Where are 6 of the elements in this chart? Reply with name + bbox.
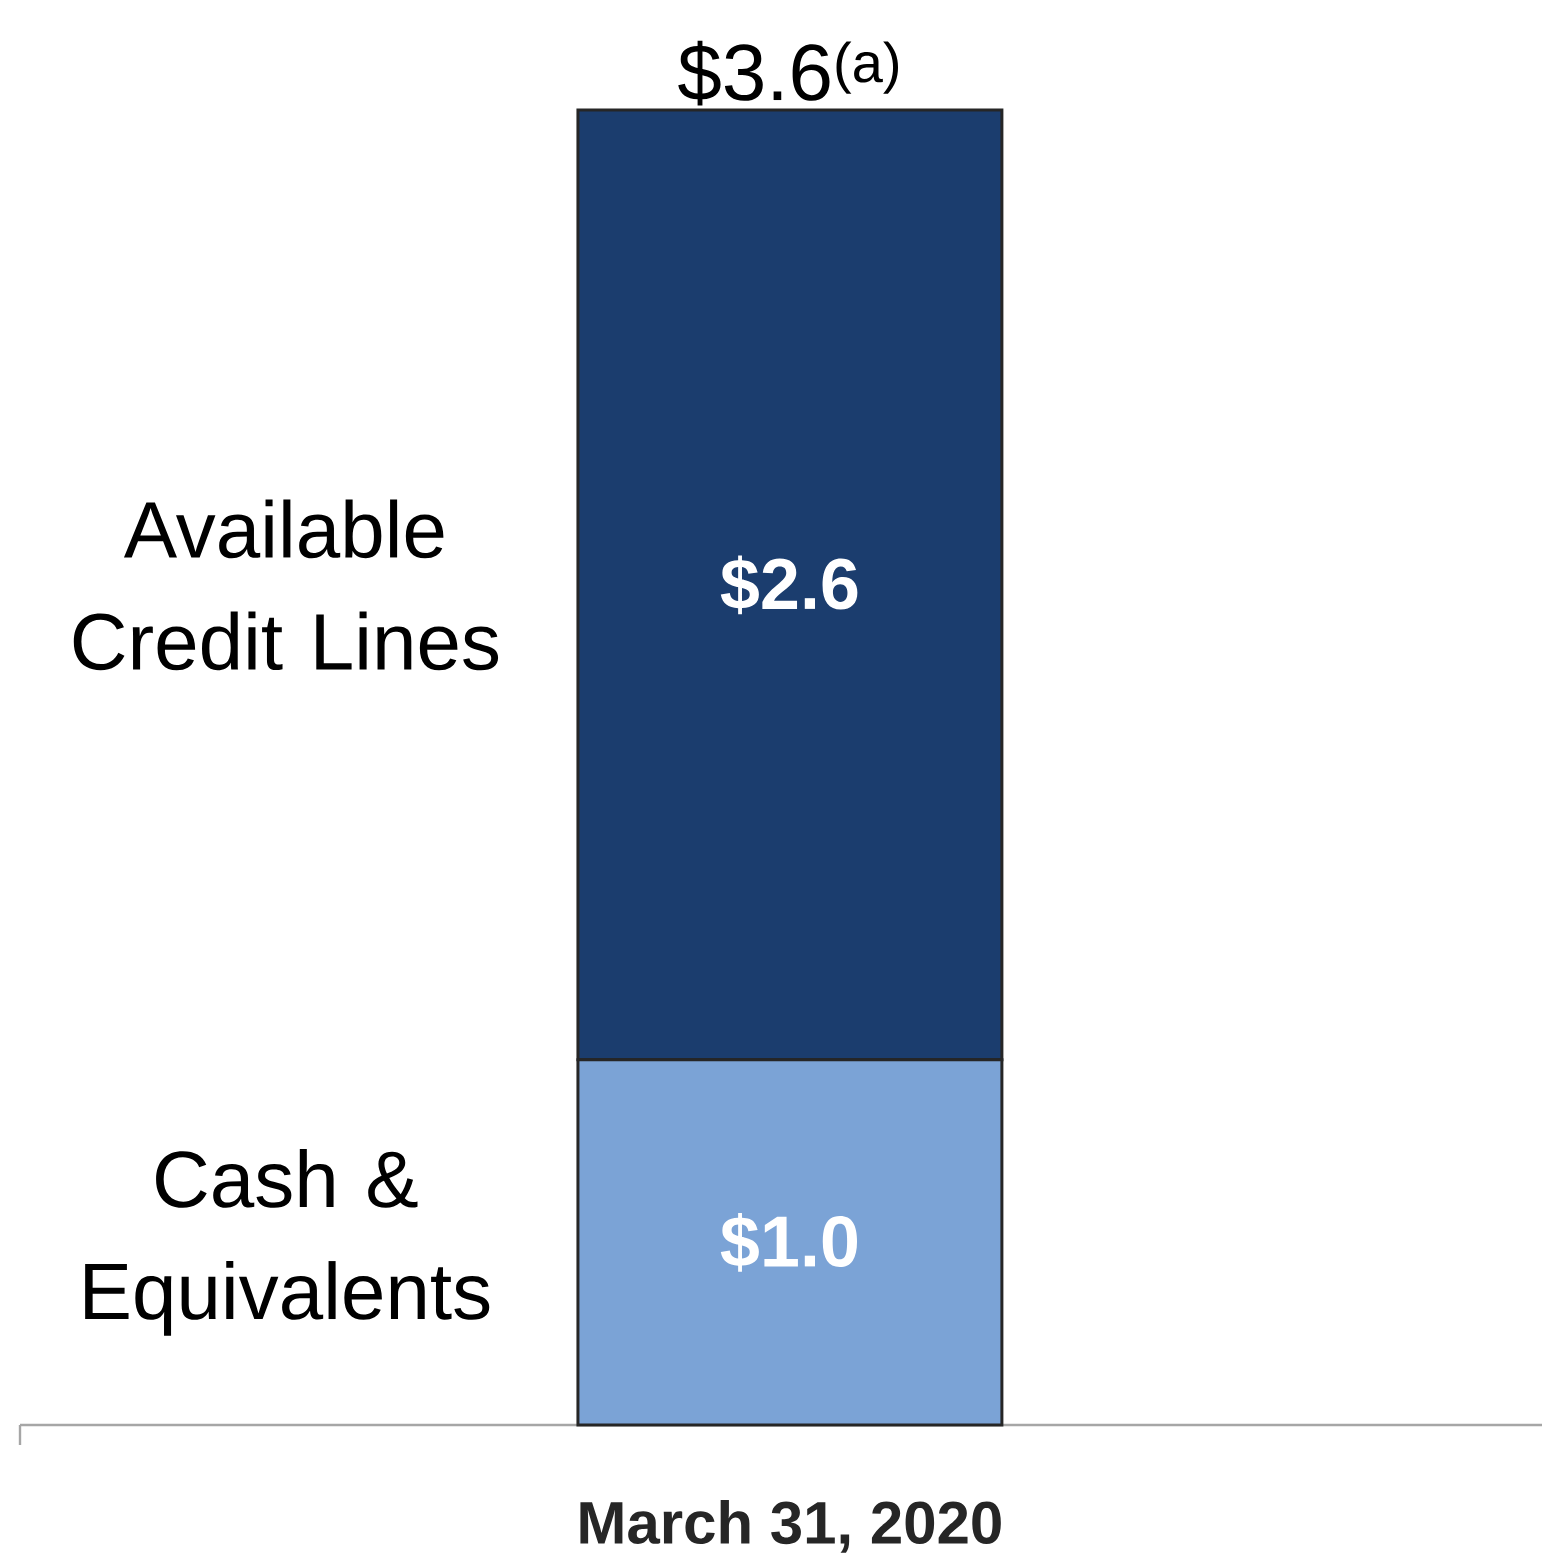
series-label: Available Credit Lines [73,499,499,671]
x-tick-label: March 31, 2020 [580,1500,1001,1553]
total-label: $3.6$^{(a)}$ [678,40,899,106]
series-label: Cash & Equivalents [85,1149,490,1336]
data-label: $1.0 [720,1212,858,1272]
data-label: $2.6 [720,555,858,615]
